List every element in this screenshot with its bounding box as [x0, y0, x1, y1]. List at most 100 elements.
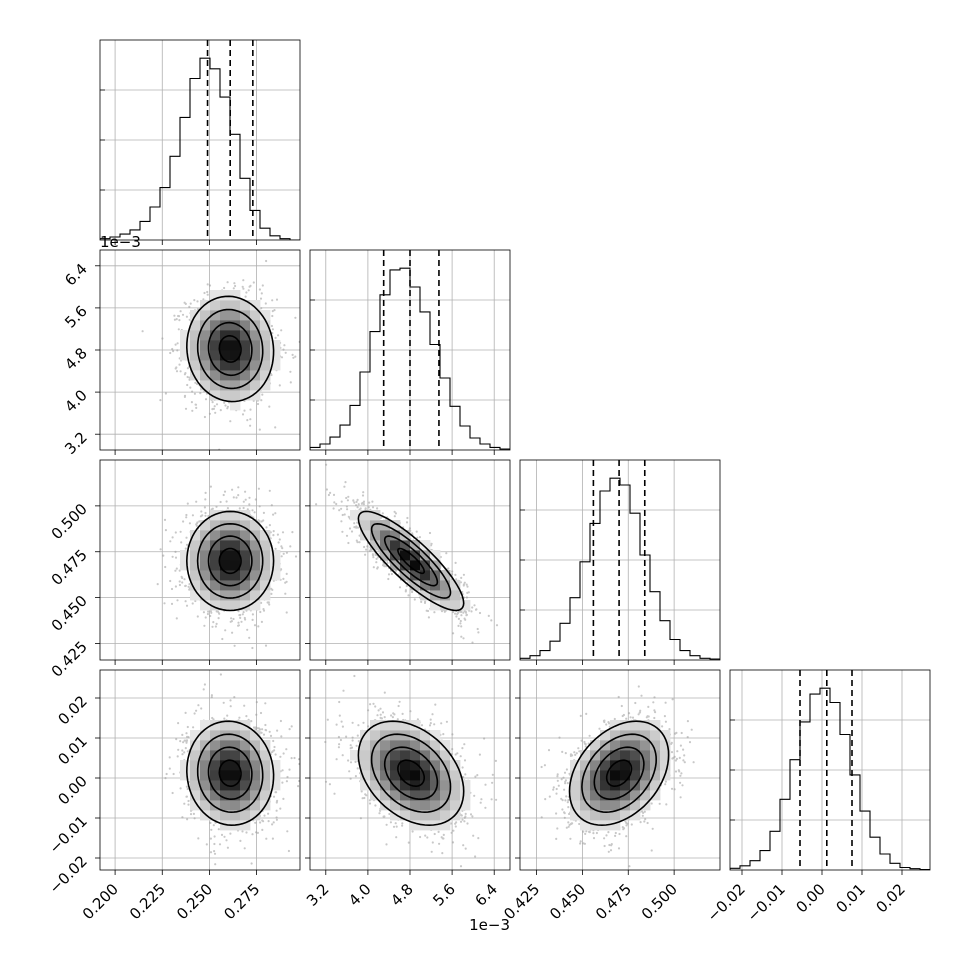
density-cell	[210, 520, 221, 531]
density-cell	[200, 770, 211, 781]
density-cell	[440, 770, 451, 781]
contour-line	[218, 335, 242, 363]
density-cell	[210, 350, 221, 361]
density-cell	[590, 760, 601, 771]
density-cell	[190, 560, 201, 571]
density-cell	[360, 510, 371, 521]
density-cell	[210, 800, 221, 811]
density-cell	[210, 560, 221, 571]
density-cell	[210, 380, 221, 391]
density-cell	[420, 760, 431, 771]
density-cell	[420, 570, 431, 581]
density-cell	[210, 370, 221, 381]
density-cell	[210, 330, 221, 341]
density-cell	[450, 760, 461, 771]
density-cell	[180, 550, 191, 561]
density-cell	[390, 760, 401, 771]
x-offset-label: 1e−3	[469, 916, 510, 934]
density-cell	[390, 520, 401, 531]
density-cell	[410, 760, 421, 771]
panel-1-1	[309, 249, 511, 455]
density-cell	[190, 370, 201, 381]
density-cell	[200, 360, 211, 371]
density-cell	[380, 750, 391, 761]
density-cell	[450, 780, 461, 791]
x-tick-label: 0.275	[220, 880, 263, 923]
density-cell	[260, 540, 271, 551]
density-cell	[620, 740, 631, 751]
density-cell	[380, 800, 391, 811]
x-tick-label: 4.8	[387, 880, 417, 910]
density-cell	[420, 770, 431, 781]
histogram-0	[100, 57, 300, 240]
density-cell	[410, 810, 421, 821]
density-cell	[440, 740, 451, 751]
density-cell	[610, 730, 621, 741]
density-cell	[240, 790, 251, 801]
density-cell	[600, 750, 611, 761]
density-cell	[410, 820, 421, 831]
density-cell	[240, 730, 251, 741]
density-cell	[200, 550, 211, 561]
density-cell	[230, 770, 241, 781]
density-cell	[420, 590, 431, 601]
density-cell	[570, 770, 581, 781]
contour-line	[370, 522, 452, 599]
density-cell	[200, 600, 211, 611]
panel-2-2	[519, 459, 721, 665]
density-cell	[230, 390, 241, 401]
density-cell	[630, 810, 641, 821]
density-cell	[240, 340, 251, 351]
density-cell	[420, 580, 431, 591]
density-cell	[360, 750, 371, 761]
density-cell	[250, 560, 261, 571]
density-cell	[250, 740, 261, 751]
y-tick-label: 5.6	[61, 302, 91, 332]
density-cell	[240, 810, 251, 821]
density-cell	[390, 810, 401, 821]
density-cell	[250, 330, 261, 341]
density-cell	[220, 360, 231, 371]
density-cell	[230, 380, 241, 391]
histogram-2	[520, 477, 720, 660]
density-cell	[440, 790, 451, 801]
density-cell	[230, 600, 241, 611]
density-cell	[630, 750, 641, 761]
density-cell	[450, 770, 461, 781]
density-cell	[410, 740, 421, 751]
density-cell	[220, 370, 231, 381]
density-cell	[190, 530, 201, 541]
density-cell	[390, 770, 401, 781]
density-cell	[250, 550, 261, 561]
density-cell	[220, 810, 231, 821]
panel-frame	[729, 669, 931, 871]
density-cell	[600, 810, 611, 821]
density-cell	[650, 790, 661, 801]
density-cell	[240, 560, 251, 571]
density-cell	[240, 330, 251, 341]
density-cell	[600, 780, 611, 791]
density-cell	[260, 760, 271, 771]
x-tick-label: 5.6	[429, 880, 459, 910]
density-cell	[430, 750, 441, 761]
density-cell	[210, 540, 221, 551]
density-cell	[390, 740, 401, 751]
density-cell	[380, 790, 391, 801]
density-cell	[230, 520, 241, 531]
contour-line	[196, 733, 264, 814]
density-cell	[380, 730, 391, 741]
density-cell	[220, 510, 231, 521]
density-cell	[250, 730, 261, 741]
density-cell	[220, 740, 231, 751]
density-cell	[390, 730, 401, 741]
density-cell	[260, 570, 271, 581]
density-cell	[650, 730, 661, 741]
density-cell	[230, 530, 241, 541]
density-cell	[230, 740, 241, 751]
density-cell	[570, 780, 581, 791]
density-cell	[410, 780, 421, 791]
density-cell	[260, 750, 271, 761]
density-cell	[270, 770, 281, 781]
density-cell	[230, 810, 241, 821]
density-cell	[260, 560, 271, 571]
